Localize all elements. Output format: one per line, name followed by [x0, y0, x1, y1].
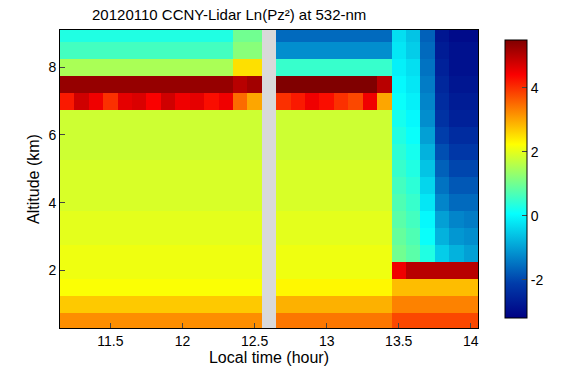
svg-text:13.5: 13.5	[385, 333, 412, 349]
svg-text:4: 4	[48, 195, 56, 211]
svg-text:20120110 CCNY-Lidar Ln(Pz²) at: 20120110 CCNY-Lidar Ln(Pz²) at 532-nm	[92, 6, 366, 23]
svg-text:-2: -2	[531, 272, 544, 288]
svg-text:13: 13	[319, 333, 335, 349]
svg-text:11.5: 11.5	[97, 333, 123, 349]
svg-text:Local time (hour): Local time (hour)	[209, 349, 329, 366]
svg-text:6: 6	[48, 127, 56, 143]
svg-text:12: 12	[175, 333, 191, 349]
svg-text:8: 8	[48, 59, 56, 75]
svg-text:4: 4	[531, 80, 539, 96]
svg-text:Altitude (km): Altitude (km)	[25, 134, 42, 224]
svg-text:2: 2	[48, 262, 56, 278]
svg-text:2: 2	[531, 144, 539, 160]
svg-text:0: 0	[531, 208, 539, 224]
svg-text:14: 14	[463, 333, 479, 349]
svg-text:12.5: 12.5	[241, 333, 268, 349]
